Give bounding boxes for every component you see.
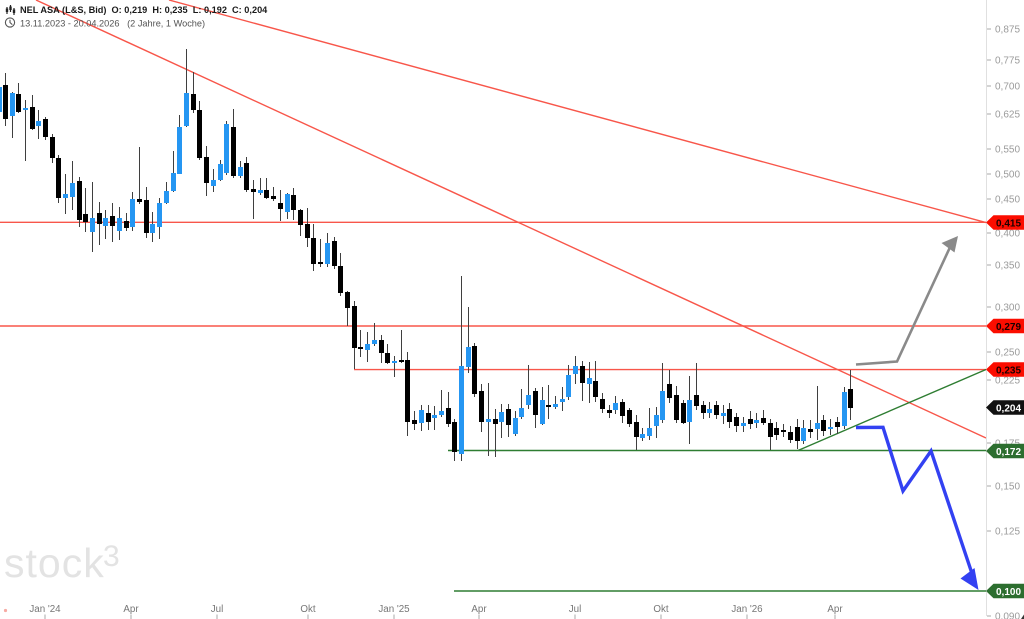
- svg-text:0,100: 0,100: [996, 587, 1021, 598]
- svg-text:Jan '24: Jan '24: [29, 604, 61, 615]
- svg-text:0,550: 0,550: [995, 145, 1020, 156]
- svg-text:stock: stock: [4, 540, 105, 586]
- svg-text:0,150: 0,150: [995, 482, 1020, 493]
- svg-text:0,350: 0,350: [995, 261, 1020, 272]
- svg-text:Okt: Okt: [653, 604, 669, 615]
- svg-text:0,300: 0,300: [995, 303, 1020, 314]
- svg-text:NEL ASA (L&S, Bid) O: 0,219: NEL ASA (L&S, Bid) O: 0,219 H: 0,235 L: …: [20, 5, 268, 15]
- svg-text:0,415: 0,415: [996, 218, 1021, 229]
- svg-text:0,235: 0,235: [996, 365, 1021, 376]
- svg-text:Apr: Apr: [123, 604, 139, 615]
- svg-text:0,625: 0,625: [995, 110, 1020, 121]
- svg-text:0,700: 0,700: [995, 82, 1020, 93]
- svg-text:Okt: Okt: [300, 604, 316, 615]
- svg-text:0,250: 0,250: [995, 348, 1020, 359]
- svg-text:0,279: 0,279: [996, 322, 1021, 333]
- svg-text:0,400: 0,400: [995, 229, 1020, 240]
- svg-text:0,225: 0,225: [995, 376, 1020, 387]
- svg-text:Jan '26: Jan '26: [731, 604, 763, 615]
- svg-text:Jul: Jul: [211, 604, 224, 615]
- svg-text:0,875: 0,875: [995, 25, 1020, 36]
- svg-text:Apr: Apr: [827, 604, 843, 615]
- svg-text:Apr: Apr: [471, 604, 487, 615]
- svg-text:0,500: 0,500: [995, 170, 1020, 181]
- svg-text:0,090: 0,090: [995, 612, 1020, 619]
- svg-text:0,204: 0,204: [996, 403, 1021, 414]
- svg-text:0,450: 0,450: [995, 195, 1020, 206]
- svg-text:3: 3: [103, 540, 120, 573]
- svg-text:0,775: 0,775: [995, 56, 1020, 67]
- svg-text:13.11.2023 - 20.04.2026 (2 J: 13.11.2023 - 20.04.2026 (2 Jahre, 1 Woch…: [20, 18, 205, 28]
- svg-text:Jan '25: Jan '25: [378, 604, 410, 615]
- svg-text:Jul: Jul: [569, 604, 582, 615]
- svg-text:0,172: 0,172: [996, 447, 1021, 458]
- svg-text:0,125: 0,125: [995, 527, 1020, 538]
